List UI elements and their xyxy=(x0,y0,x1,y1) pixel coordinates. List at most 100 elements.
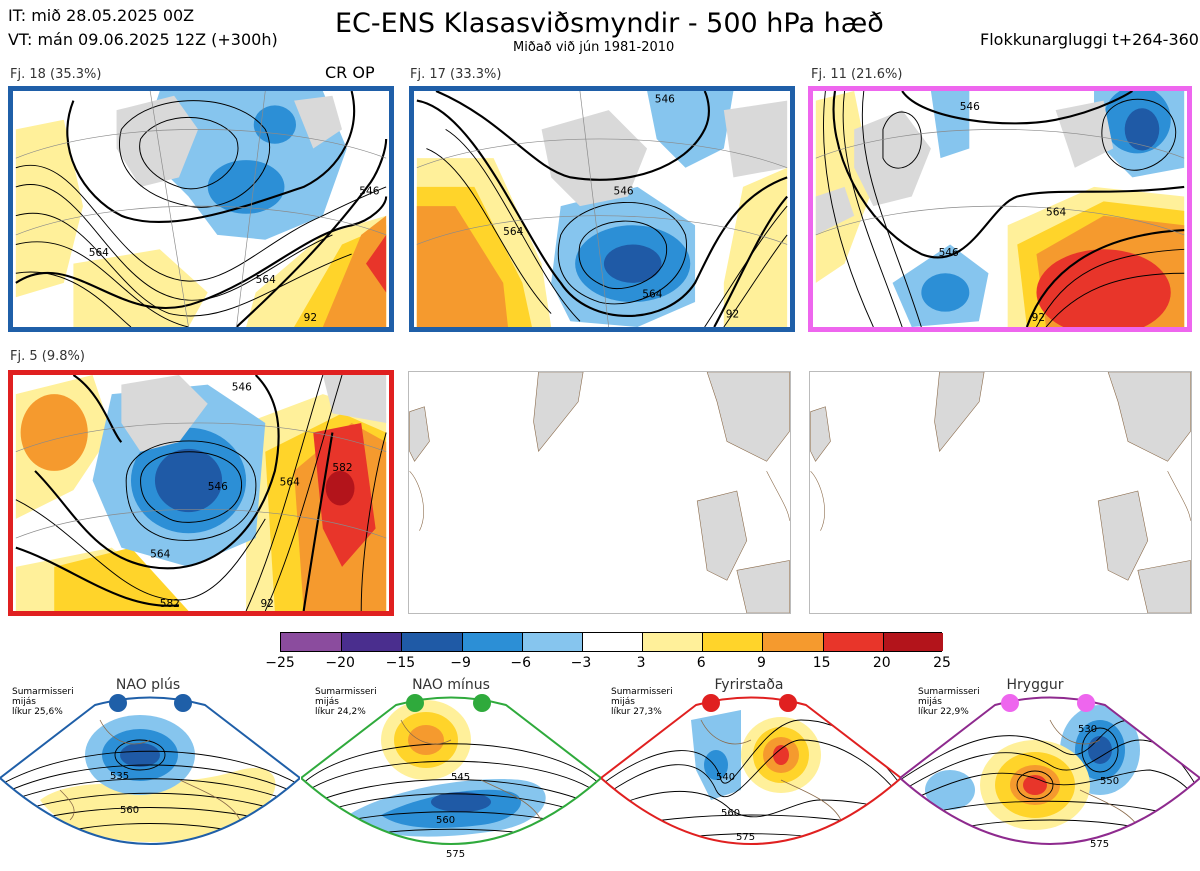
colorbar-segment xyxy=(401,633,462,651)
contour-label: 564 xyxy=(150,548,170,560)
contour-label: 575 xyxy=(736,832,755,843)
regime-dot xyxy=(779,694,797,712)
regime-dot xyxy=(406,694,424,712)
contour-label: 582 xyxy=(332,462,352,474)
contour-label: 546 xyxy=(232,381,252,393)
cluster-3-label: Fj. 11 (21.6%) xyxy=(811,67,903,82)
empty-map-5 xyxy=(408,371,791,614)
page-title: EC-ENS Klasasviðsmyndir - 500 hPa hæð xyxy=(335,8,884,39)
regime-info: Sumarmisseri mijás líkur 24,2% xyxy=(315,687,377,717)
regime-dot xyxy=(702,694,720,712)
cluster-map-2-graphic: 564 546 546 564 92 xyxy=(416,91,788,327)
contour-label: 582 xyxy=(160,598,180,610)
contour-label: 564 xyxy=(1046,207,1066,219)
cluster-1-label: Fj. 18 (35.3%) xyxy=(10,67,102,82)
regime-name: NAO mínus xyxy=(412,677,490,693)
colorbar-tick-label: −3 xyxy=(570,655,592,671)
cluster-map-3: 546 564 546 92 xyxy=(808,86,1192,332)
regime-name: Fyrirstaða xyxy=(714,677,784,693)
contour-label: 92 xyxy=(260,598,273,610)
colorbar-segment xyxy=(882,633,943,651)
contour-label: 540 xyxy=(716,772,735,783)
contour-label: 564 xyxy=(280,476,300,488)
cluster-map-3-graphic: 546 564 546 92 xyxy=(815,91,1185,327)
cluster-2-label: Fj. 17 (33.3%) xyxy=(410,67,502,82)
contour-label: 545 xyxy=(451,772,470,783)
contour-label: 550 xyxy=(1100,776,1119,787)
colorbar-tick-label: 6 xyxy=(696,655,706,671)
colorbar-segment xyxy=(461,633,522,651)
contour-label: 575 xyxy=(1090,839,1109,850)
regime-map: 530 550 575 xyxy=(900,694,1200,850)
regime-dot xyxy=(1077,694,1095,712)
colorbar-tick-label: −15 xyxy=(385,655,416,671)
cluster-map-1-graphic: 564 564 92 546 xyxy=(15,91,388,327)
contour-label: 560 xyxy=(436,815,455,826)
contour-label: 535 xyxy=(110,771,129,782)
page-subtitle: Miðað við jún 1981-2010 xyxy=(513,40,675,55)
colorbar-tick-label: −9 xyxy=(450,655,471,671)
colorbar-tick-label: 3 xyxy=(636,655,646,671)
regime-name: NAO plús xyxy=(115,677,181,693)
regime-dot xyxy=(174,694,192,712)
contour-label: 564 xyxy=(642,288,662,300)
colorbar-tick-label: 15 xyxy=(812,655,831,671)
colorbar-segment xyxy=(581,633,643,651)
colorbar-segment xyxy=(702,633,763,651)
colorbar-tick-label: −20 xyxy=(325,655,355,671)
regime-nao-plus: Sumarmisseri mijás líkur 25,6% NAO plús xyxy=(0,677,300,871)
regime-frame xyxy=(601,696,901,845)
contour-label: 564 xyxy=(89,247,109,259)
colorbar-tick-label: −6 xyxy=(510,655,532,671)
regime-map: 540 560 575 xyxy=(601,694,901,845)
contour-label: 546 xyxy=(614,186,634,198)
regime-dot xyxy=(473,694,491,712)
colorbar-tick-label: 9 xyxy=(756,655,766,671)
contour-label: 546 xyxy=(939,247,959,259)
regime-info: Sumarmisseri mijás líkur 25,6% xyxy=(12,687,74,717)
colorbar-tick-label: 25 xyxy=(933,655,951,671)
contour-label: 546 xyxy=(208,481,228,493)
contour-label: 564 xyxy=(503,226,523,238)
regime-blocking: Sumarmisseri mijás líkur 27,3% Fyrirstað… xyxy=(601,677,901,871)
contour-label: 92 xyxy=(1032,312,1045,324)
empty-map-5-graphic xyxy=(409,372,790,613)
colorbar-ticks: −25 −20 −15 −9 −6 −3 3 6 9 15 20 25 xyxy=(265,655,951,675)
cluster-map-4: 546 564 564 582 582 92 546 xyxy=(8,370,394,616)
cluster-4-label: Fj. 5 (9.8%) xyxy=(10,349,85,364)
regime-frame xyxy=(900,696,1200,845)
empty-map-6-graphic xyxy=(810,372,1191,613)
colorbar-segment xyxy=(281,633,342,651)
cluster-map-2: 564 546 546 564 92 xyxy=(409,86,795,332)
empty-map-6 xyxy=(809,371,1192,614)
regime-info: Sumarmisseri mijás líkur 22,9% xyxy=(918,687,980,717)
colorbar-segment xyxy=(521,633,582,651)
contour-label: 546 xyxy=(960,101,980,113)
colorbar-segment xyxy=(762,633,823,651)
cluster-map-1: 564 564 92 546 xyxy=(8,86,394,332)
contour-label: 546 xyxy=(655,94,675,106)
regime-frame xyxy=(301,696,601,845)
regime-info: Sumarmisseri mijás líkur 27,3% xyxy=(611,687,673,717)
contour-label: 560 xyxy=(120,805,139,816)
contour-label: 92 xyxy=(726,308,739,320)
contour-label: 560 xyxy=(721,808,740,819)
colorbar-segment xyxy=(341,633,402,651)
contour-label: 564 xyxy=(256,274,276,286)
cluster-map-4-graphic: 546 564 564 582 582 92 546 xyxy=(15,375,387,611)
contour-label: 92 xyxy=(304,312,317,324)
colorbar-segment xyxy=(642,633,703,651)
contour-label: 546 xyxy=(359,186,379,198)
contour-label: 530 xyxy=(1078,724,1097,735)
regime-ridge: Sumarmisseri mijás líkur 22,9% Hryggur xyxy=(900,677,1200,871)
valid-time: VT: mán 09.06.2025 12Z (+300h) xyxy=(8,30,278,49)
regime-map: 545 560 575 xyxy=(301,694,601,860)
colorbar-tick-label: −25 xyxy=(265,655,295,671)
clustering-window: Flokkunargluggi t+264-360 xyxy=(980,30,1199,49)
regime-map: 535 560 xyxy=(0,694,300,845)
colorbar xyxy=(280,632,943,652)
colorbar-tick-label: 20 xyxy=(872,655,891,671)
regime-dot xyxy=(1001,694,1019,712)
contour-label: 575 xyxy=(446,849,465,860)
regime-nao-minus: Sumarmisseri mijás líkur 24,2% NAO mínus xyxy=(301,677,601,871)
